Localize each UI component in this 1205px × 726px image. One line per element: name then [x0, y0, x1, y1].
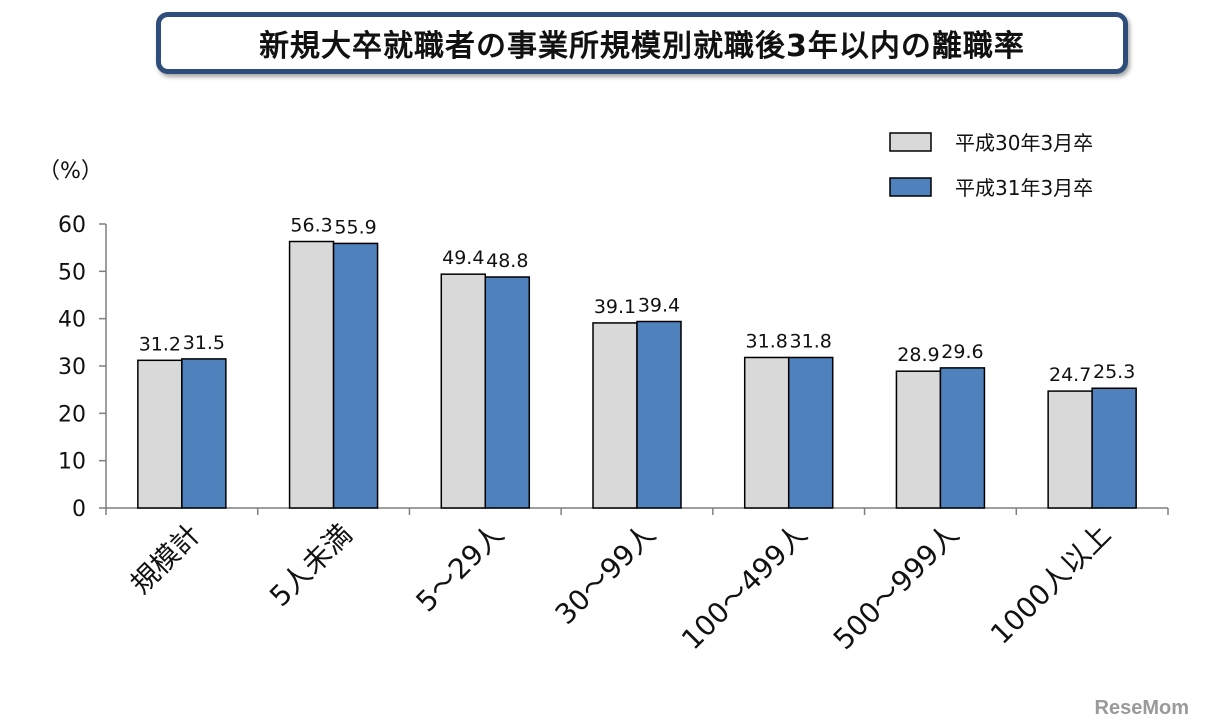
bar-h30	[440, 273, 487, 509]
category-label: 500～999人	[827, 518, 966, 657]
y-tick-label: 0	[72, 497, 86, 522]
data-label: 48.8	[486, 250, 528, 272]
legend-swatch	[889, 177, 932, 197]
bar-h31	[332, 242, 379, 509]
bar-h30	[288, 240, 335, 509]
data-label: 31.2	[139, 333, 181, 355]
chart-title-box: 新規大卒就職者の事業所規模別就職後3年以内の離職率	[156, 12, 1128, 74]
chart-title: 新規大卒就職者の事業所規模別就職後3年以内の離職率	[259, 29, 1025, 64]
y-unit-label: （%）	[38, 159, 103, 184]
bar-h30	[592, 322, 638, 509]
y-tick-label: 60	[58, 213, 86, 238]
category-label: 1000人以上	[984, 518, 1117, 651]
bars	[137, 240, 1137, 509]
legend-label: 平成30年3月卒	[955, 131, 1093, 155]
data-label: 31.5	[183, 332, 225, 354]
category-labels: 規模計 5人未満 5～29人 30～99人 100～499人 500～999人 1000人以…	[124, 518, 1117, 657]
y-tick-label: 50	[58, 260, 86, 285]
data-label: 29.6	[941, 341, 983, 363]
bar-h30	[895, 370, 942, 509]
data-labels: 31.2 31.5 56.3 55.9 49.4 48.8 39.1 39.4 31.8 31.8…	[139, 215, 1136, 387]
data-label: 49.4	[442, 247, 484, 269]
data-label: 24.7	[1049, 364, 1091, 386]
data-label: 56.3	[290, 215, 332, 237]
bar-h30	[743, 356, 790, 509]
category-label: 規模計	[124, 518, 207, 601]
data-label: 31.8	[746, 330, 788, 352]
legend-label: 平成31年3月卒	[955, 176, 1093, 200]
bar-h31	[181, 358, 227, 509]
bar-h30	[137, 359, 183, 509]
y-tick-label: 20	[58, 402, 86, 427]
y-tick-label: 40	[58, 308, 86, 333]
data-label: 39.4	[638, 295, 680, 317]
data-label: 55.9	[334, 216, 376, 238]
data-label: 31.8	[790, 330, 832, 352]
category-label: 5人未満	[263, 518, 358, 613]
resemom-logo: ReseMom	[1094, 697, 1189, 719]
y-tick-label: 30	[58, 355, 86, 380]
category-label: 5～29人	[410, 518, 511, 619]
category-label: 30～99人	[549, 518, 662, 631]
category-label: 100～499人	[675, 518, 814, 657]
bar-h30	[1047, 390, 1093, 509]
legend-swatch	[889, 132, 932, 152]
bar-h31	[636, 320, 682, 509]
data-label: 25.3	[1093, 361, 1135, 383]
bar-h31	[787, 356, 834, 509]
bar-h31	[1091, 387, 1137, 509]
y-tick-label: 10	[58, 450, 86, 475]
data-label: 39.1	[594, 296, 636, 318]
bar-h31	[484, 276, 531, 509]
axes: 0 10 20 30 40 50 60 （%）	[38, 159, 1169, 522]
bar-h31	[939, 367, 986, 509]
data-label: 28.9	[897, 344, 939, 366]
